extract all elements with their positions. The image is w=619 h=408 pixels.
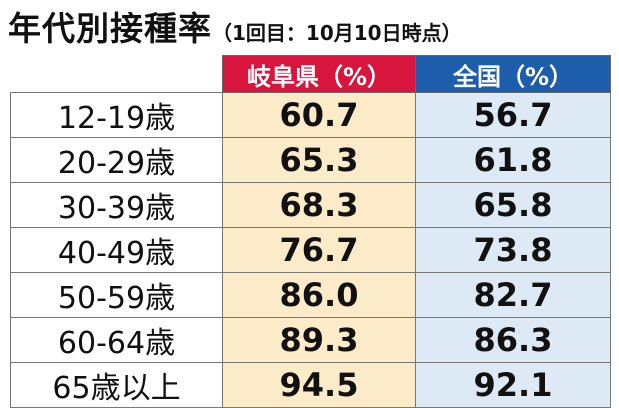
row-label: 60-64歳 <box>10 317 223 363</box>
table-row: 50-59歳 86.0 82.7 <box>10 272 611 318</box>
header: 年代別接種率（1回目：10月10日時点） <box>8 2 462 50</box>
cell-value: 94.5 <box>222 362 416 408</box>
cell-value: 86.3 <box>415 317 611 363</box>
title: 年代別接種率 <box>8 9 212 48</box>
cell-value: 60.7 <box>222 92 416 138</box>
table-row: 30-39歳 68.3 65.8 <box>10 182 611 228</box>
table-row: 12-19歳 60.7 56.7 <box>10 92 611 138</box>
cell-value: 92.1 <box>415 362 611 408</box>
table: 岐阜県（%） 全国（%） 12-19歳 60.7 56.7 20-29歳 65.3 61.… <box>10 55 611 408</box>
row-label: 12-19歳 <box>10 92 223 138</box>
cell-value: 61.8 <box>415 137 611 183</box>
cell-value: 65.3 <box>222 137 416 183</box>
row-label: 40-49歳 <box>10 227 223 273</box>
cell-value: 68.3 <box>222 182 416 228</box>
subtitle: （1回目：10月10日時点） <box>212 21 462 45</box>
cell-value: 89.3 <box>222 317 416 363</box>
cell-value: 65.8 <box>415 182 611 228</box>
column-header: 岐阜県（%） <box>222 55 416 93</box>
cell-value: 86.0 <box>222 272 416 318</box>
table-row: 40-49歳 76.7 73.8 <box>10 227 611 273</box>
row-label: 65歳以上 <box>10 362 223 408</box>
column-header: 全国（%） <box>415 55 611 93</box>
row-label: 20-29歳 <box>10 137 223 183</box>
cell-value: 76.7 <box>222 227 416 273</box>
row-label: 50-59歳 <box>10 272 223 318</box>
table-row: 60-64歳 89.3 86.3 <box>10 317 611 363</box>
cell-value: 73.8 <box>415 227 611 273</box>
cell-value: 56.7 <box>415 92 611 138</box>
table-body: 12-19歳 60.7 56.7 20-29歳 65.3 61.8 30-39歳 68.3 65… <box>10 92 611 408</box>
table-head: 岐阜県（%） 全国（%） <box>10 55 611 93</box>
cell-value: 82.7 <box>415 272 611 318</box>
blank-cell <box>10 55 223 93</box>
table-row: 20-29歳 65.3 61.8 <box>10 137 611 183</box>
row-label: 30-39歳 <box>10 182 223 228</box>
header-row: 岐阜県（%） 全国（%） <box>10 55 611 93</box>
table-row: 65歳以上 94.5 92.1 <box>10 362 611 408</box>
